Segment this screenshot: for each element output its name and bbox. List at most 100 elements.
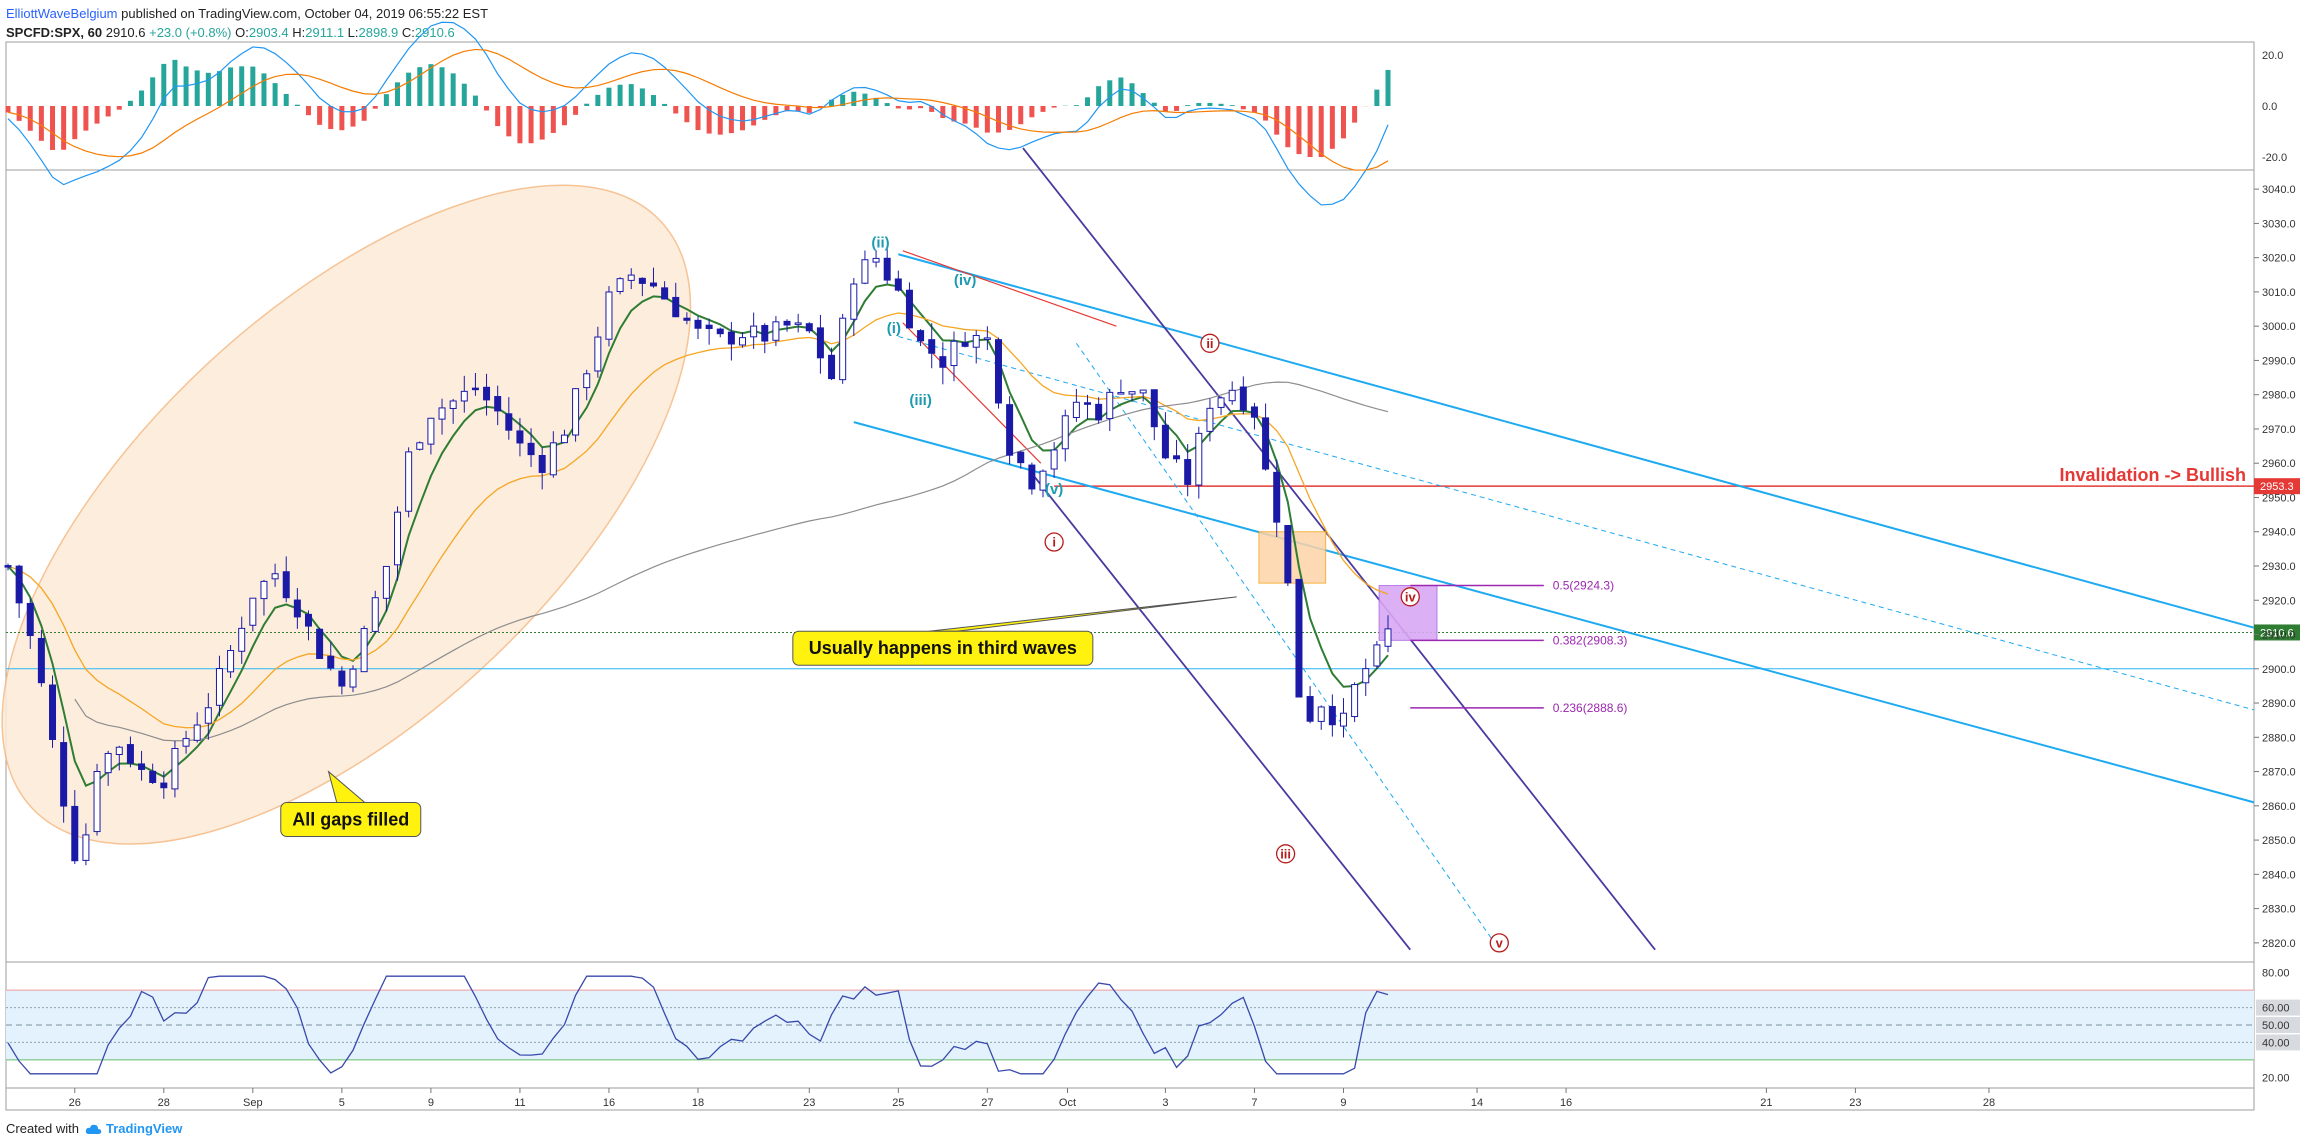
symbol-label: SPCFD:SPX, 60 [6,25,103,40]
macd-histogram-bar [406,72,412,106]
macd-histogram-bar [918,106,924,109]
invalidation-price-text: 2953.3 [2260,481,2294,493]
candle-body [572,388,580,436]
candle-body [739,337,747,346]
channel-lower [853,421,2255,804]
candle-body [1150,389,1158,428]
candle-body [649,282,657,287]
candle-body [215,668,223,706]
low-value: 2898.9 [358,25,399,40]
candle-body [750,325,758,338]
candle-body [961,342,969,347]
candle-body [560,434,568,444]
wave-label-major: ii [1206,336,1213,351]
wave-circle [1275,844,1296,864]
candle-body [37,637,45,684]
price-tick-label: 2970.0 [2262,424,2296,436]
macd-histogram-bar [216,71,222,106]
macd-histogram-bar [817,106,823,108]
candle-body [338,670,346,687]
wave-label-minor: (iv) [954,272,977,289]
candle-body [1072,401,1080,418]
macd-histogram-bar [1352,106,1358,123]
candle-body [1039,470,1047,491]
macd-histogram-bar [951,106,957,122]
high-label: H: [292,25,306,40]
macd-histogram-bar [439,67,445,106]
macd-histogram-bar [194,70,200,106]
third-waves-callout-box [792,630,1094,666]
candle-body [872,257,880,263]
low-label: L: [347,25,359,40]
rsi-tick-box [2256,1034,2300,1051]
candle-body [883,257,891,281]
macd-histogram-bar [472,95,478,106]
candle-body [449,400,457,409]
time-tick-label: 28 [1983,1097,1995,1109]
macd-histogram-bar [1007,106,1013,130]
macd-histogram-bar [372,106,378,109]
macd-tick-label: 0.0 [2262,101,2277,113]
time-tick-label: 26 [69,1097,81,1109]
price-tick-label: 2920.0 [2262,595,2296,607]
ema-fast-line [7,283,1389,787]
candle-body [928,339,936,354]
candle-body [1250,406,1258,418]
candle-body [594,336,602,372]
macd-histogram-bar [740,106,746,131]
candle-body [327,655,335,669]
macd-histogram-bar [851,91,857,106]
candle-body [638,277,646,284]
all-gaps-callout-text: All gaps filled [292,810,409,830]
time-tick-label: 3 [1162,1097,1168,1109]
macd-histogram-bar [350,106,356,127]
candle-body [1195,432,1203,486]
author-link[interactable]: ElliottWaveBelgium [6,6,118,21]
macd-histogram-bar [1218,103,1224,106]
wave-label-major: iv [1405,589,1417,604]
all-gaps-callout-box [280,802,422,838]
candle-body [694,319,702,329]
macd-histogram-bar [105,106,111,117]
tradingview-logo[interactable]: TradingView [85,1121,182,1136]
gap-fill-ellipse-group [1,184,692,845]
macd-histogram-bar [1251,106,1257,113]
macd-histogram-bar [205,72,211,106]
candle-body [661,287,669,300]
macd-histogram-bar [639,88,645,106]
candle-body [238,627,246,652]
candle-body [828,354,836,380]
candle-body [627,274,635,281]
open-value: 2903.4 [248,25,289,40]
price-tick-label: 3000.0 [2262,321,2296,333]
sma-long-line [74,381,1389,742]
candle-body [138,763,146,770]
candle-body [416,442,424,450]
candle-body [983,337,991,340]
candle-body [483,386,491,401]
macd-histogram-bar [395,82,401,106]
macd-signal-line [7,48,1389,171]
macd-histogram-bar [1018,106,1024,125]
time-tick-label: 21 [1760,1097,1772,1109]
wave-label-minor: (i) [887,320,901,337]
candle-body [1106,391,1114,420]
macd-histogram-bar [1096,86,1102,106]
tradingview-brand: TradingView [105,1121,183,1136]
candle-body [1262,417,1270,470]
macd-histogram-bar [1118,77,1124,106]
candle-body [816,327,824,359]
macd-histogram-bar [762,106,768,120]
price-tick-label: 3020.0 [2262,253,2296,265]
footer: Created with TradingView [6,1121,182,1136]
macd-histogram-bar [895,106,901,109]
candle-body [82,834,90,861]
change-value: +23.0 (+0.8%) [149,25,232,40]
time-tick-label: 25 [892,1097,904,1109]
candle-body [1017,451,1025,464]
macd-histogram-bar [528,106,534,144]
candle-body [1239,386,1247,411]
candle-body [1184,459,1192,485]
current-price-tag [2254,624,2300,641]
